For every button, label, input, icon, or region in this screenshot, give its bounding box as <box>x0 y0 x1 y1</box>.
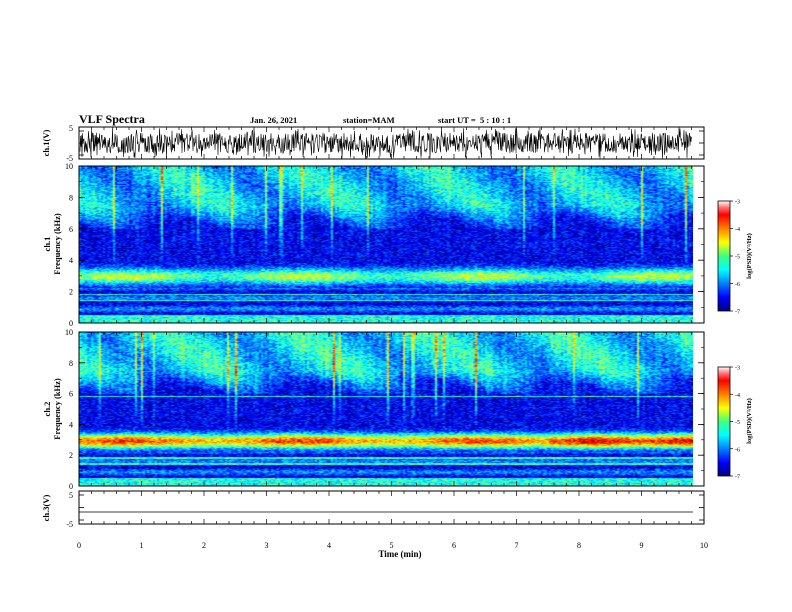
ch1-waveform-panel: 5 -5 ch.1(V) <box>41 124 705 163</box>
x-tick-label: 7 <box>515 541 519 550</box>
colorbar-tick-label: -3 <box>735 366 740 372</box>
ch3-ytick-bottom: -5 <box>66 520 73 529</box>
ch2-colorbar: -3 -4 -5 -6 -7 log(PSD)(V²/Hz) <box>717 366 753 481</box>
colorbar-tick-label: -6 <box>735 282 740 288</box>
x-axis-label: Time (min) <box>378 549 421 559</box>
ch1-spec-ticks <box>78 166 705 323</box>
ch1-spectrogram-panel: 0 2 4 6 8 10 ch.1 Frequency (kHz) <box>42 162 705 328</box>
figure-title: VLF Spectra <box>79 112 145 126</box>
x-tick-label: 2 <box>202 541 206 550</box>
ch1-waveform-trace <box>79 127 692 159</box>
y-tick-label: 6 <box>69 225 73 234</box>
ch2-spectrogram-image <box>79 332 693 486</box>
ch2-spec-yticks: 0 2 4 6 8 10 <box>65 328 704 491</box>
ch1-colorbar-ticks: -3 -4 -5 -6 -7 <box>730 200 740 316</box>
x-tick-label: 6 <box>452 541 456 550</box>
y-tick-label: 4 <box>69 256 73 265</box>
x-tick-label: 4 <box>327 541 331 550</box>
colorbar-tick-label: -3 <box>735 200 740 206</box>
ch2-spectrogram-panel: 0 2 4 6 8 10 ch.2 Frequency (kHz) <box>42 328 705 491</box>
ch1-ytick-bottom: -5 <box>66 154 73 163</box>
ch3-x-ticks <box>78 491 705 524</box>
ch3-waveform-panel: 0 1 2 3 4 5 6 7 8 9 10 5 -5 ch.3(V) Time (min) <box>41 490 708 559</box>
ch2-spec-ylabel-channel: ch.2 <box>42 402 52 417</box>
colorbar-tick-label: -5 <box>735 420 740 426</box>
ch2-spec-ticks <box>78 332 705 486</box>
ch1-spec-yticks: 0 2 4 6 8 10 <box>65 162 704 328</box>
y-tick-label: 10 <box>65 328 73 337</box>
colorbar-tick-label: -4 <box>735 227 740 233</box>
ch2-colorbar-ticks: -3 -4 -5 -6 -7 <box>730 366 740 481</box>
ch1-ytick-top: 5 <box>69 124 73 133</box>
colorbar-tick-label: -7 <box>735 310 740 316</box>
y-tick-label: 0 <box>69 319 73 328</box>
station-label: station=MAM <box>343 115 395 125</box>
ch1-ylabel: ch.1(V) <box>41 129 51 156</box>
ch1-x-ticks <box>78 127 705 159</box>
ch1-spec-ylabel-frequency: Frequency (kHz) <box>52 213 62 275</box>
ch1-spectrogram-image <box>79 166 693 323</box>
ch1-spec-ylabel-channel: ch.1 <box>42 237 52 252</box>
colorbar-tick-label: -5 <box>735 255 740 261</box>
x-tick-label: 10 <box>700 541 708 550</box>
x-tick-label: 1 <box>140 541 144 550</box>
colorbar-tick-label: -7 <box>735 475 740 481</box>
ch1-colorbar-label: log(PSD)(V²/Hz) <box>746 233 753 279</box>
x-tick-label: 3 <box>265 541 269 550</box>
y-tick-label: 0 <box>69 482 73 491</box>
start-ut-label: start UT = 5 : 10 : 1 <box>438 115 511 125</box>
y-tick-label: 6 <box>69 390 73 399</box>
x-tick-label: 9 <box>640 541 644 550</box>
time-axis-tick-labels: 0 1 2 3 4 5 6 7 8 9 10 <box>77 541 708 550</box>
ch3-ytick-top: 5 <box>69 491 73 500</box>
y-tick-label: 8 <box>69 359 73 368</box>
y-tick-label: 4 <box>69 420 73 429</box>
y-tick-label: 2 <box>69 451 73 460</box>
ch3-ylabel: ch.3(V) <box>41 494 51 521</box>
y-tick-label: 10 <box>65 162 73 171</box>
x-tick-label: 5 <box>390 541 394 550</box>
x-tick-label: 8 <box>577 541 581 550</box>
x-tick-label: 0 <box>77 541 81 550</box>
y-tick-label: 8 <box>69 193 73 202</box>
date-label: Jan. 26, 2021 <box>250 115 297 125</box>
ch2-spec-ylabel-frequency: Frequency (kHz) <box>52 378 62 440</box>
ch2-colorbar-label: log(PSD)(V²/Hz) <box>746 398 753 444</box>
colorbar-tick-label: -4 <box>735 393 740 399</box>
y-tick-label: 2 <box>69 288 73 297</box>
ch1-colorbar: -3 -4 -5 -6 -7 log(PSD)(V²/Hz) <box>717 200 753 316</box>
colorbar-tick-label: -6 <box>735 447 740 453</box>
